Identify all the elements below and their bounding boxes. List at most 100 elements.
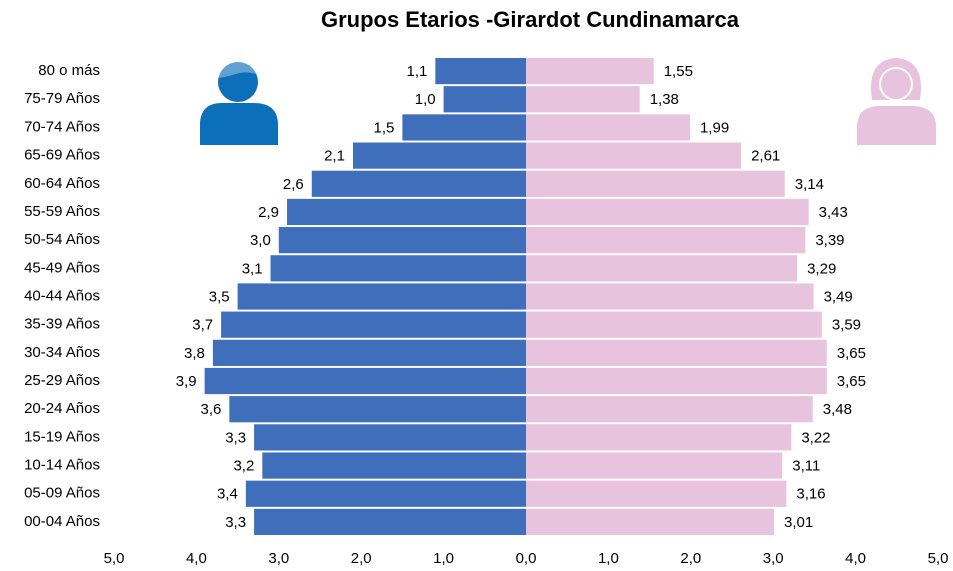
- value-label: 1,55: [664, 63, 693, 80]
- value-label: 3,22: [801, 429, 830, 446]
- male-bar: [204, 367, 526, 395]
- x-tick-label: 0,0: [516, 550, 537, 567]
- female-bar: [526, 57, 654, 85]
- value-label: 1,99: [700, 119, 729, 136]
- value-label: 2,1: [324, 148, 345, 165]
- male-bar: [443, 86, 526, 113]
- value-label: 1,0: [415, 91, 436, 108]
- value-label: 2,61: [751, 148, 780, 165]
- female-bar: [526, 86, 640, 113]
- female-bar: [526, 227, 806, 254]
- value-label: 3,49: [824, 288, 853, 305]
- x-tick-label: 3,0: [268, 550, 289, 567]
- category-label: 00-04 Años: [24, 513, 100, 530]
- chart-title: Grupos Etarios -Girardot Cundinamarca: [321, 7, 740, 32]
- category-label: 80 o más: [38, 62, 100, 79]
- category-label: 15-19 Años: [24, 428, 100, 445]
- male-bar: [278, 227, 526, 254]
- value-label: 3,11: [792, 458, 820, 475]
- x-tick-label: 5,0: [928, 550, 949, 567]
- male-bar: [221, 311, 526, 338]
- value-label: 3,29: [807, 260, 836, 277]
- category-label: 35-39 Años: [24, 316, 100, 333]
- category-label: 20-24 Años: [24, 400, 100, 417]
- male-bar: [237, 283, 526, 310]
- male-bar: [435, 57, 526, 85]
- value-label: 3,0: [250, 232, 271, 249]
- male-icon: [200, 60, 278, 145]
- female-bar: [526, 170, 785, 197]
- value-label: 3,01: [784, 514, 813, 531]
- value-label: 3,9: [176, 373, 197, 390]
- female-bar: [526, 508, 775, 536]
- female-bar: [526, 114, 690, 141]
- value-label: 3,14: [795, 176, 824, 193]
- x-tick-label: 4,0: [845, 550, 866, 567]
- category-label: 30-34 Años: [24, 344, 100, 361]
- female-bar: [526, 452, 783, 479]
- value-label: 1,1: [407, 63, 428, 80]
- value-label: 3,4: [217, 486, 238, 503]
- female-bar: [526, 396, 813, 423]
- male-bar: [254, 508, 526, 536]
- category-label: 65-69 Años: [24, 147, 100, 164]
- female-bar: [526, 198, 809, 226]
- female-bar: [526, 255, 798, 282]
- value-label: 3,8: [184, 345, 205, 362]
- value-label: 3,16: [796, 486, 825, 503]
- male-bar: [262, 452, 526, 479]
- category-label: 50-54 Años: [24, 231, 100, 248]
- x-tick-label: 3,0: [763, 550, 784, 567]
- value-label: 3,1: [242, 260, 263, 277]
- female-bar: [526, 424, 792, 451]
- male-bar: [245, 480, 526, 507]
- category-label: 75-79 Años: [24, 90, 100, 107]
- value-label: 3,39: [815, 232, 844, 249]
- female-bar: [526, 311, 822, 338]
- value-label: 3,65: [837, 345, 866, 362]
- value-label: 2,6: [283, 176, 304, 193]
- category-label: 70-74 Años: [24, 118, 100, 135]
- value-label: 3,3: [225, 514, 246, 531]
- male-bar: [287, 198, 526, 226]
- x-tick-label: 1,0: [433, 550, 454, 567]
- male-bar: [352, 142, 526, 169]
- value-label: 3,59: [832, 317, 861, 334]
- x-tick-label: 4,0: [186, 550, 207, 567]
- value-label: 2,9: [258, 204, 279, 221]
- female-bar: [526, 142, 742, 169]
- value-label: 3,43: [819, 204, 848, 221]
- category-label: 10-14 Años: [24, 457, 100, 474]
- value-label: 1,38: [650, 91, 679, 108]
- value-label: 3,7: [192, 317, 213, 334]
- value-label: 3,6: [201, 401, 222, 418]
- category-label: 60-64 Años: [24, 175, 100, 192]
- male-bar: [254, 424, 526, 451]
- value-label: 3,2: [233, 458, 254, 475]
- category-label: 25-29 Años: [24, 372, 100, 389]
- female-bar: [526, 339, 827, 366]
- male-bar: [270, 255, 526, 282]
- x-tick-label: 5,0: [104, 550, 125, 567]
- male-bar: [402, 114, 526, 141]
- male-bar: [229, 396, 527, 423]
- female-icon: [857, 58, 936, 145]
- x-tick-label: 2,0: [351, 550, 372, 567]
- male-bar: [311, 170, 526, 197]
- category-label: 55-59 Años: [24, 203, 100, 220]
- value-label: 3,65: [837, 373, 866, 390]
- category-label: 05-09 Años: [24, 485, 100, 502]
- female-bar: [526, 480, 787, 507]
- female-bar: [526, 283, 814, 310]
- value-label: 3,5: [209, 288, 230, 305]
- category-label: 40-44 Años: [24, 287, 100, 304]
- value-label: 3,3: [225, 429, 246, 446]
- x-tick-label: 2,0: [680, 550, 701, 567]
- category-label: 45-49 Años: [24, 259, 100, 276]
- value-label: 1,5: [374, 119, 395, 136]
- x-tick-label: 1,0: [598, 550, 619, 567]
- value-label: 3,48: [823, 401, 852, 418]
- female-bar: [526, 367, 827, 395]
- male-bar: [212, 339, 526, 366]
